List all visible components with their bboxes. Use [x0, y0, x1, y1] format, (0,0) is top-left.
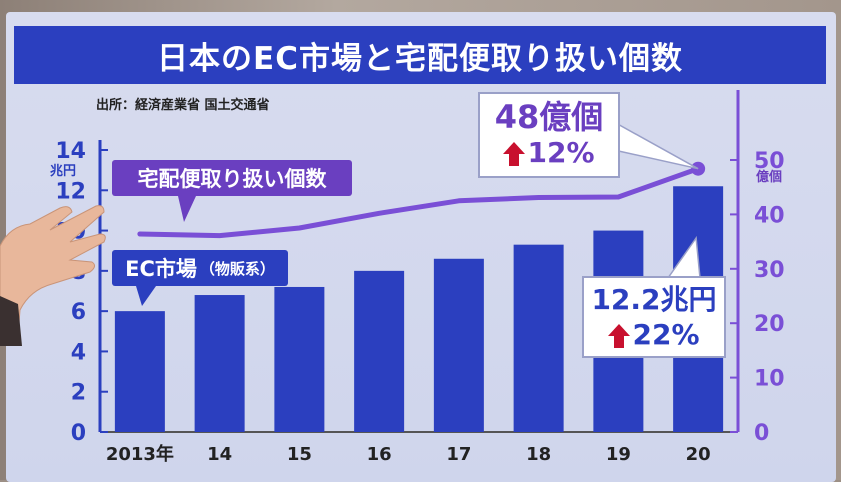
ec-label-main: EC市場 [125, 253, 197, 283]
right-tick-label: 40 [754, 203, 785, 228]
parcel-callout-value: 48億個 [480, 98, 618, 136]
up-arrow-icon [608, 324, 630, 336]
right-tick-label: 10 [754, 367, 785, 392]
ec-bar [434, 259, 484, 432]
x-tick-label: 16 [367, 444, 392, 465]
left-tick-label: 0 [71, 421, 86, 446]
ec-series-label: EC市場 （物販系） [112, 250, 288, 286]
right-tick-label: 0 [754, 421, 769, 446]
x-tick-label: 17 [446, 444, 471, 465]
right-tick-label: 30 [754, 258, 785, 283]
parcel-callout-change: 12% [527, 136, 594, 169]
parcel-callout: 48億個 12% [478, 92, 620, 178]
ec-bar [274, 287, 324, 432]
ec-callout: 12.2兆円 22% [582, 276, 726, 358]
x-tick-label: 20 [686, 444, 711, 465]
ec-callout-change: 22% [632, 318, 699, 351]
x-tick-label: 2013年 [106, 443, 174, 465]
left-tick-label: 2 [71, 381, 86, 406]
right-tick-label: 50 [754, 149, 785, 174]
presenter-hand [0, 186, 110, 346]
ec-label-pointer [136, 286, 156, 306]
ec-bar [195, 295, 245, 432]
parcel-label-pointer [178, 196, 196, 222]
parcel-callout-pointer [614, 122, 698, 169]
ec-bar [115, 311, 165, 432]
ec-callout-value: 12.2兆円 [584, 282, 724, 318]
ec-bar [514, 245, 564, 432]
x-tick-label: 18 [526, 444, 551, 465]
parcel-series-label: 宅配便取り扱い個数 [112, 160, 352, 196]
x-tick-label: 19 [606, 444, 631, 465]
ec-label-sub: （物販系） [200, 258, 275, 279]
x-tick-label: 14 [207, 444, 232, 465]
up-arrow-icon [503, 142, 525, 154]
left-tick-label: 14 [55, 139, 86, 164]
right-tick-label: 20 [754, 312, 785, 337]
x-tick-label: 15 [287, 444, 312, 465]
ec-bar [354, 271, 404, 432]
